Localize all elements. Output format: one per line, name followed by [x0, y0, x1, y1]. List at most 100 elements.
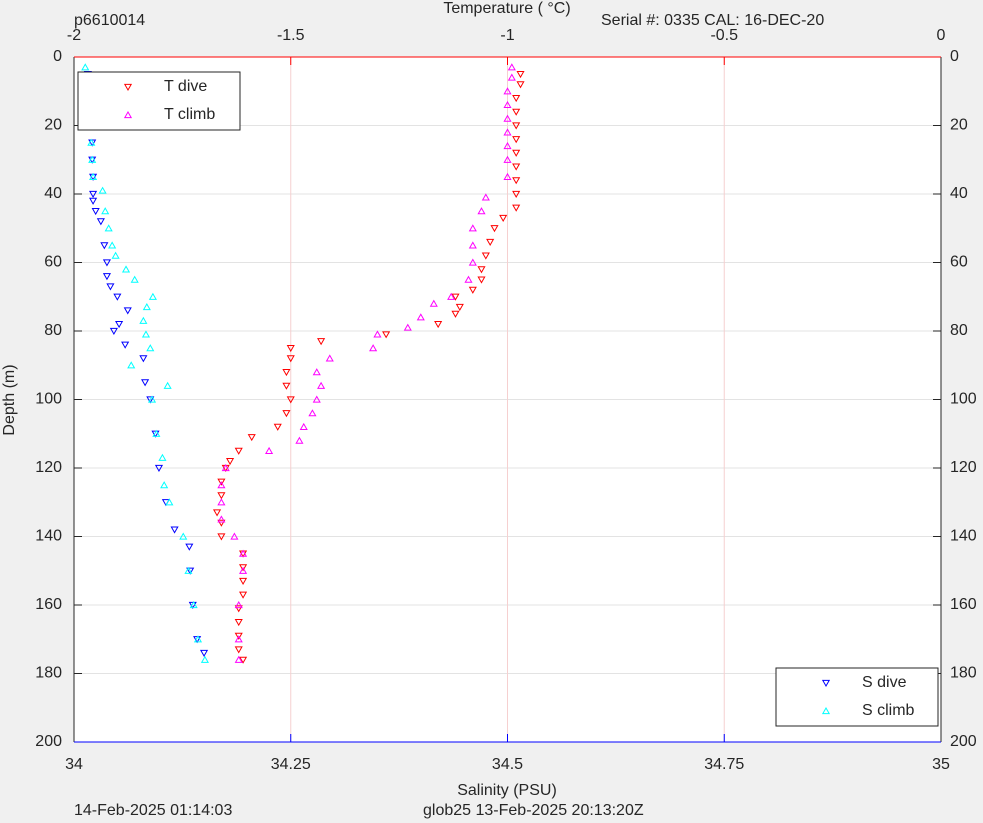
data-point [234, 632, 243, 640]
y-tick-label: 180 [950, 665, 977, 682]
data-point [152, 429, 161, 437]
data-point [170, 526, 179, 534]
data-point [403, 323, 412, 331]
data-point [102, 259, 112, 267]
data-point [455, 303, 464, 312]
data-point [512, 95, 521, 103]
data-point [512, 190, 521, 199]
data-point [468, 241, 477, 249]
y-tick-label: 180 [35, 665, 62, 682]
legend-label: S climb [862, 702, 915, 719]
legend-box [77, 71, 241, 131]
data-point [286, 396, 295, 404]
chart-title: p6610014 [74, 12, 145, 29]
data-point [89, 197, 98, 205]
data-point [503, 100, 512, 109]
data-point [179, 532, 188, 540]
data-point [239, 656, 248, 664]
data-point [163, 381, 172, 389]
data-point [217, 478, 226, 486]
data-point [106, 283, 115, 291]
data-point [503, 114, 512, 122]
data-point [230, 532, 239, 540]
data-point [451, 310, 460, 318]
data-point [98, 186, 107, 194]
data-point [373, 330, 382, 338]
data-point [139, 316, 148, 324]
data-point [184, 566, 193, 574]
x-tick-label: 34.75 [704, 756, 744, 773]
data-point [188, 601, 197, 610]
data-point [503, 172, 512, 180]
data-point [451, 293, 460, 301]
data-point [115, 321, 124, 329]
data-point [503, 142, 512, 150]
data-point [447, 292, 456, 300]
legend-box [775, 667, 939, 727]
data-point [516, 81, 525, 89]
data-point [200, 655, 209, 663]
data-point [247, 434, 256, 442]
data-point [369, 344, 378, 352]
data-point [239, 549, 248, 557]
data-point [299, 422, 308, 430]
data-point [89, 190, 98, 199]
data-point [189, 600, 198, 609]
y-tick-label: 0 [950, 48, 959, 65]
x2-axis-label: Temperature ( °C) [443, 0, 570, 17]
legend-marker [821, 706, 831, 715]
y-tick-label: 60 [950, 254, 968, 271]
data-point [282, 382, 291, 390]
data-point [160, 481, 169, 489]
y-tick-label: 200 [950, 733, 977, 750]
data-point [416, 313, 425, 321]
y-tick-label: 0 [53, 48, 62, 65]
data-point [468, 286, 477, 294]
y-tick-label: 200 [35, 733, 62, 750]
data-point [212, 509, 222, 517]
data-point [286, 355, 295, 363]
y-tick-label: 160 [35, 596, 62, 613]
y-tick-label: 20 [950, 117, 968, 134]
data-point [148, 292, 157, 300]
data-point [234, 619, 243, 627]
data-point [239, 566, 248, 574]
data-point [217, 519, 226, 527]
data-point [468, 224, 477, 232]
data-point [165, 498, 174, 506]
y-tick-label: 60 [44, 254, 62, 271]
data-point [89, 172, 98, 180]
data-point [146, 344, 155, 352]
data-point [512, 108, 521, 116]
y-tick-label: 40 [950, 185, 968, 202]
y-tick-label: 140 [950, 528, 977, 545]
data-point [308, 409, 317, 417]
data-point [507, 73, 516, 81]
data-point [141, 379, 150, 387]
x2-tick-label: -1 [500, 27, 514, 44]
legend-label: T climb [164, 106, 215, 123]
data-point [234, 605, 243, 613]
x2-tick-label: 0 [937, 27, 946, 44]
data-point [121, 341, 130, 349]
y-tick-label: 160 [950, 596, 977, 613]
data-point [199, 649, 209, 657]
data-point [468, 258, 477, 266]
data-point [100, 242, 109, 250]
data-point [147, 395, 157, 403]
data-point [464, 275, 473, 283]
data-point [234, 635, 243, 643]
data-point [286, 345, 295, 353]
data-point [477, 207, 486, 215]
x-tick-label: 35 [932, 756, 950, 773]
data-point [104, 224, 113, 232]
x-tick-label: 34.25 [271, 756, 311, 773]
y-tick-label: 100 [950, 391, 977, 408]
y-tick-label: 20 [44, 117, 62, 134]
data-point [101, 207, 110, 215]
legend-label: T dive [164, 78, 207, 95]
data-point [317, 338, 326, 346]
data-point [234, 600, 243, 609]
